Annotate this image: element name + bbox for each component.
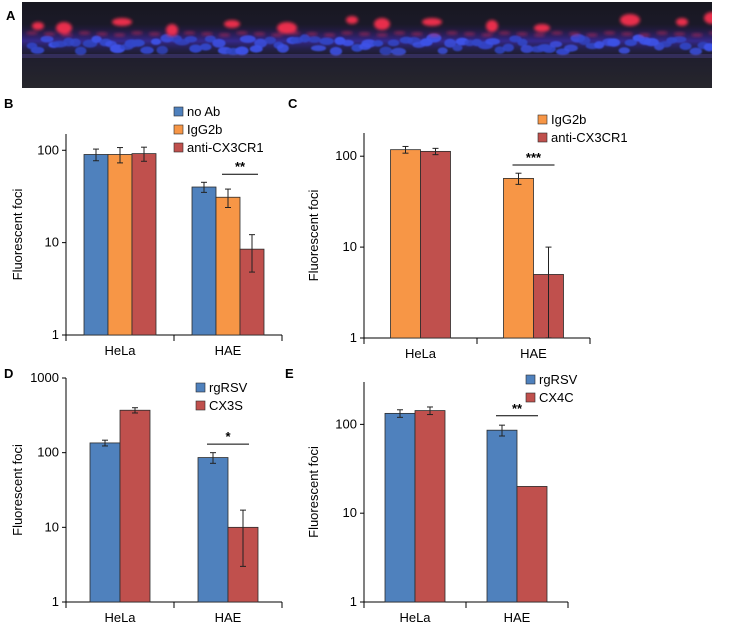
- significance-label: ***: [526, 150, 542, 165]
- y-tick-label: 100: [335, 148, 357, 163]
- y-tick-label: 100: [335, 416, 357, 431]
- panel-label-b: B: [4, 96, 14, 111]
- panel-label-c: C: [288, 96, 298, 111]
- chart-c: 1 10 100 Fluorescent foci HeLa HAE *** IgG2b ant…: [306, 112, 628, 360]
- y-axis-title: Fluorescent foci: [10, 444, 25, 536]
- legend-swatch: [173, 142, 184, 153]
- bar: [89, 442, 121, 603]
- y-axis-title: Fluorescent foci: [10, 189, 25, 281]
- legend-label: IgG2b: [187, 122, 222, 137]
- y-tick-label: 10: [343, 239, 357, 254]
- y-tick-label: 10: [45, 519, 59, 534]
- y-tick-label: 100: [37, 142, 59, 157]
- bar: [215, 196, 241, 336]
- legend-swatch: [537, 132, 548, 143]
- significance-label: **: [235, 159, 246, 174]
- x-tick-label: HAE: [520, 346, 547, 360]
- bar: [420, 150, 451, 339]
- chart-d: 1 10 100 1000 Fluorescent foci HeLa HAE * rgRSV C…: [10, 370, 283, 625]
- legend-swatch: [525, 374, 536, 385]
- panel-label-e: E: [285, 366, 294, 381]
- bar: [131, 153, 157, 336]
- y-axis-title: Fluorescent foci: [306, 190, 321, 282]
- bar: [503, 177, 534, 339]
- bar: [107, 154, 133, 336]
- bar: [390, 149, 421, 339]
- legend-swatch: [195, 382, 206, 393]
- bar: [83, 154, 109, 336]
- chart-e: 1 10 100 Fluorescent foci HeLa HAE ** rgRSV CX4C: [306, 372, 578, 625]
- bar: [119, 409, 151, 603]
- x-tick-label: HAE: [504, 610, 531, 625]
- y-axis-title: Fluorescent foci: [306, 446, 321, 538]
- legend-label: IgG2b: [551, 112, 586, 127]
- panel-label-d: D: [4, 366, 14, 381]
- significance-label: **: [512, 401, 523, 416]
- x-tick-label: HeLa: [104, 610, 136, 625]
- x-tick-label: HAE: [215, 343, 242, 355]
- y-tick-label: 1: [350, 594, 357, 609]
- bar: [191, 186, 217, 336]
- bar: [486, 429, 518, 603]
- panel-label-a: A: [6, 8, 16, 23]
- legend-label: anti-CX3CR1: [187, 140, 264, 155]
- bar: [197, 457, 229, 603]
- y-tick-label: 1000: [30, 370, 59, 385]
- legend-swatch: [195, 400, 206, 411]
- y-tick-label: 10: [343, 505, 357, 520]
- y-tick-label: 10: [45, 235, 59, 250]
- x-tick-label: HeLa: [405, 346, 437, 360]
- x-tick-label: HeLa: [104, 343, 136, 355]
- y-tick-label: 100: [37, 445, 59, 460]
- legend-label: anti-CX3CR1: [551, 130, 628, 145]
- y-tick-label: 1: [350, 330, 357, 345]
- bar: [516, 486, 548, 603]
- bar: [384, 412, 416, 603]
- x-tick-label: HeLa: [399, 610, 431, 625]
- y-tick-label: 1: [52, 594, 59, 609]
- micrograph-image: [22, 2, 712, 88]
- legend-label: no Ab: [187, 104, 220, 119]
- legend-label: rgRSV: [539, 372, 578, 387]
- chart-b: 1 10 100 Fluorescent foci HeLa HAE ** no Ab IgG2…: [10, 104, 283, 355]
- y-tick-label: 1: [52, 327, 59, 342]
- legend-label: CX3S: [209, 398, 243, 413]
- legend-swatch: [173, 106, 184, 117]
- significance-label: *: [225, 429, 231, 444]
- bar: [414, 410, 446, 603]
- x-tick-label: HAE: [215, 610, 242, 625]
- legend-swatch: [525, 392, 536, 403]
- legend-swatch: [173, 124, 184, 135]
- legend-label: rgRSV: [209, 380, 248, 395]
- legend-label: CX4C: [539, 390, 574, 405]
- legend-swatch: [537, 114, 548, 125]
